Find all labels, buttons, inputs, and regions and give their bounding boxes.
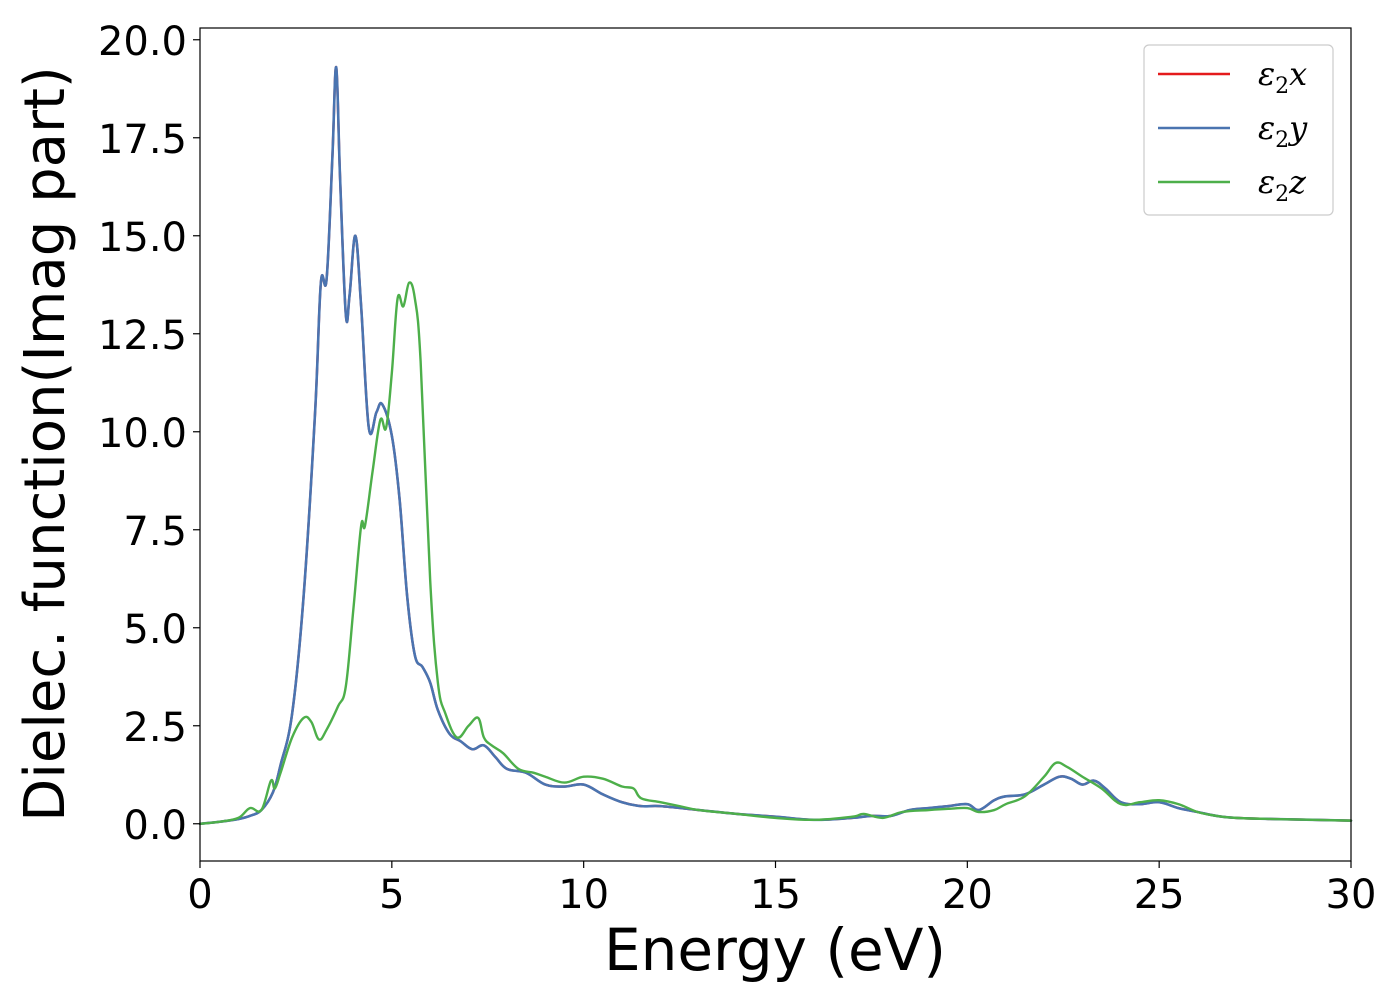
x-axis-ticks: 0 5 10 15 20 25 30 [187,861,1376,918]
legend-label-y: ε2y [1258,109,1308,153]
x-tick-label: 10 [558,872,609,918]
y-tick-label: 5.0 [123,607,187,653]
x-tick-label: 25 [1134,872,1185,918]
x-tick-label: 5 [379,872,404,918]
y-tick-label: 7.5 [123,509,187,555]
legend-label-x: ε2x [1258,55,1307,99]
x-tick-label: 20 [942,872,993,918]
y-tick-label: 20.0 [98,19,187,65]
x-axis-title: Energy (eV) [604,916,946,984]
y-tick-label: 10.0 [98,411,187,457]
legend-items: ε2x ε2y ε2z [1158,55,1308,207]
series-layer [198,65,1353,826]
series-line-z [198,281,1353,825]
y-tick-label: 15.0 [98,215,187,261]
y-axis-ticks: 0.0 2.5 5.0 7.5 10.0 12.5 15.0 17.5 20.0 [98,19,200,849]
x-tick-label: 30 [1326,872,1377,918]
legend: ε2x ε2y ε2z [1143,44,1334,216]
legend-box [1143,44,1334,216]
x-tick-label: 0 [187,872,212,918]
y-tick-label: 2.5 [123,705,187,751]
y-tick-label: 12.5 [98,313,187,359]
x-tick-label: 15 [750,872,801,918]
y-tick-label: 17.5 [98,117,187,163]
y-tick-label: 0.0 [123,803,187,849]
legend-label-z: ε2z [1258,163,1307,207]
y-axis-title: Dielec. function(Imag part) [13,66,78,822]
